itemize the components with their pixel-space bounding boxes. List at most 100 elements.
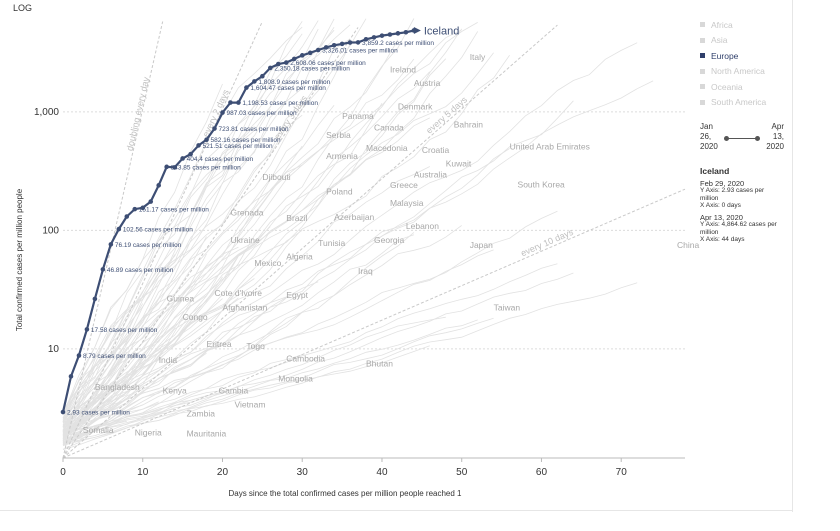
iceland-point[interactable] bbox=[100, 267, 106, 272]
country-label[interactable]: Bhutan bbox=[366, 359, 393, 369]
country-label[interactable]: Panama bbox=[342, 111, 374, 121]
series-label-iceland[interactable]: Iceland bbox=[424, 25, 459, 37]
iceland-point[interactable] bbox=[395, 31, 401, 36]
iceland-point[interactable] bbox=[76, 353, 82, 358]
country-label[interactable]: Cote d'Ivoire bbox=[215, 288, 263, 298]
country-label[interactable]: Mauritania bbox=[187, 429, 227, 439]
iceland-point[interactable] bbox=[84, 327, 90, 332]
country-label[interactable]: Congo bbox=[183, 312, 208, 322]
country-label[interactable]: Somalia bbox=[83, 425, 114, 435]
iceland-point[interactable] bbox=[220, 110, 225, 115]
country-label[interactable]: Azerbaijan bbox=[334, 212, 374, 222]
country-label[interactable]: Gambia bbox=[219, 386, 249, 396]
iceland-point[interactable] bbox=[331, 42, 337, 48]
iceland-point[interactable] bbox=[347, 40, 353, 45]
country-label[interactable]: Guinea bbox=[167, 294, 195, 304]
iceland-point[interactable] bbox=[339, 41, 345, 47]
legend-item-asia[interactable]: Asia bbox=[700, 33, 766, 49]
legend-item-north-america[interactable]: North America bbox=[700, 64, 766, 80]
iceland-point[interactable] bbox=[299, 53, 305, 58]
iceland-point[interactable] bbox=[140, 205, 146, 211]
country-label[interactable]: Australia bbox=[414, 169, 447, 179]
country-label[interactable]: Armenia bbox=[326, 151, 358, 161]
country-label[interactable]: Nigeria bbox=[135, 428, 162, 438]
iceland-point[interactable] bbox=[307, 50, 313, 56]
iceland-point[interactable] bbox=[116, 226, 122, 232]
country-label[interactable]: India bbox=[159, 355, 178, 365]
iceland-point[interactable] bbox=[108, 242, 114, 247]
country-label[interactable]: United Arab Emirates bbox=[510, 142, 590, 152]
country-label[interactable]: Mexico bbox=[254, 258, 281, 268]
country-label[interactable]: Malaysia bbox=[390, 198, 424, 208]
iceland-point[interactable] bbox=[355, 40, 361, 45]
country-label[interactable]: Croatia bbox=[422, 145, 450, 155]
country-label[interactable]: Kenya bbox=[163, 386, 187, 396]
iceland-point[interactable] bbox=[283, 60, 289, 65]
country-label[interactable]: Togo bbox=[246, 341, 265, 351]
country-label[interactable]: Macedonia bbox=[366, 143, 408, 153]
country-label[interactable]: Poland bbox=[326, 187, 353, 197]
iceland-point[interactable] bbox=[196, 143, 201, 148]
country-label[interactable]: Austria bbox=[414, 78, 441, 88]
timeline-track[interactable] bbox=[724, 136, 760, 141]
iceland-point[interactable] bbox=[212, 126, 217, 131]
iceland-point[interactable] bbox=[156, 183, 161, 188]
iceland-point[interactable] bbox=[60, 409, 66, 415]
iceland-point[interactable] bbox=[403, 29, 409, 35]
iceland-point[interactable] bbox=[236, 100, 241, 105]
country-label[interactable]: Eritrea bbox=[207, 339, 232, 349]
country-label[interactable]: South Korea bbox=[518, 180, 566, 190]
country-label[interactable]: Egypt bbox=[286, 290, 308, 300]
country-label[interactable]: Greece bbox=[390, 180, 418, 190]
country-label[interactable]: Japan bbox=[470, 240, 493, 250]
country-label[interactable]: Bangladesh bbox=[95, 382, 140, 392]
timeline-start-handle[interactable] bbox=[724, 136, 729, 141]
iceland-point[interactable] bbox=[188, 151, 193, 157]
iceland-point[interactable] bbox=[363, 36, 369, 42]
country-label[interactable]: Canada bbox=[374, 122, 404, 132]
iceland-point[interactable] bbox=[148, 199, 154, 204]
iceland-point[interactable] bbox=[379, 33, 385, 38]
country-label[interactable]: Cambodia bbox=[286, 354, 325, 364]
iceland-point[interactable] bbox=[164, 164, 169, 170]
country-label[interactable]: China bbox=[677, 240, 699, 250]
iceland-point[interactable] bbox=[252, 79, 257, 84]
country-label[interactable]: Denmark bbox=[398, 101, 433, 111]
country-label[interactable]: Vietnam bbox=[234, 400, 265, 410]
iceland-point[interactable] bbox=[244, 85, 249, 90]
country-label[interactable]: Ireland bbox=[390, 65, 416, 75]
iceland-point[interactable] bbox=[315, 47, 321, 53]
iceland-point[interactable] bbox=[387, 32, 393, 37]
iceland-point[interactable] bbox=[180, 156, 185, 161]
iceland-point[interactable] bbox=[228, 100, 233, 105]
iceland-point[interactable] bbox=[124, 214, 130, 219]
legend-item-oceania[interactable]: Oceania bbox=[700, 79, 766, 95]
iceland-series[interactable] bbox=[60, 26, 421, 415]
country-label[interactable]: Italy bbox=[470, 52, 486, 62]
iceland-point[interactable] bbox=[132, 206, 138, 212]
legend-item-europe[interactable]: Europe bbox=[700, 48, 766, 64]
country-label[interactable]: Brazil bbox=[286, 213, 307, 223]
country-label[interactable]: Serbia bbox=[326, 130, 351, 140]
country-label[interactable]: Ukraine bbox=[230, 235, 260, 245]
iceland-point[interactable] bbox=[291, 56, 297, 62]
timeline-end-handle[interactable] bbox=[755, 136, 760, 141]
country-label[interactable]: Algeria bbox=[286, 251, 313, 261]
iceland-point[interactable] bbox=[204, 137, 209, 143]
iceland-point[interactable] bbox=[371, 35, 377, 40]
legend-item-africa[interactable]: Africa bbox=[700, 17, 766, 33]
country-label[interactable]: Georgia bbox=[374, 235, 405, 245]
country-label[interactable]: Zambia bbox=[187, 408, 216, 418]
country-label[interactable]: Lebanon bbox=[406, 221, 439, 231]
country-label[interactable]: Taiwan bbox=[494, 303, 521, 313]
legend-item-south-america[interactable]: South America bbox=[700, 95, 766, 111]
log-scale-toggle[interactable]: LOG bbox=[13, 3, 33, 13]
country-label[interactable]: Tunisia bbox=[318, 238, 345, 248]
country-label[interactable]: Afghanistan bbox=[222, 303, 267, 313]
iceland-point[interactable] bbox=[68, 374, 74, 379]
iceland-point[interactable] bbox=[260, 73, 265, 79]
country-label[interactable]: Iraq bbox=[358, 266, 373, 276]
country-label[interactable]: Djibouti bbox=[262, 172, 290, 182]
country-label[interactable]: Kuwait bbox=[446, 159, 472, 169]
country-label[interactable]: Bahrain bbox=[454, 119, 484, 129]
